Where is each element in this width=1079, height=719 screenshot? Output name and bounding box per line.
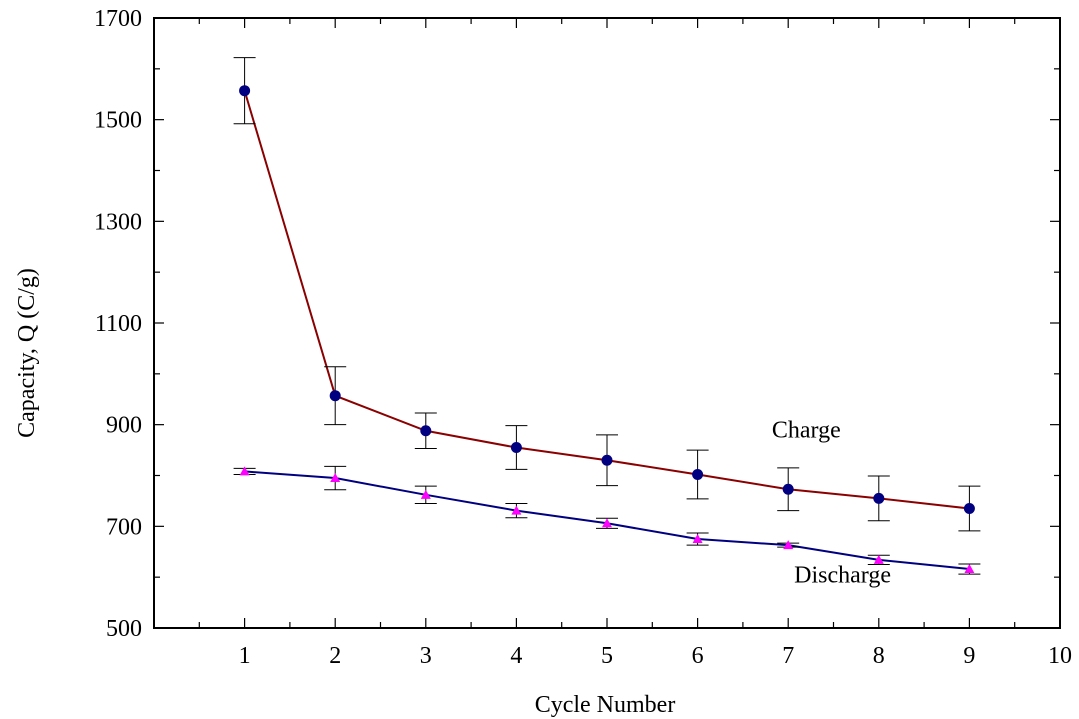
x-tick-label: 8	[873, 643, 885, 669]
x-tick-label: 5	[601, 643, 613, 669]
x-tick-label: 2	[329, 643, 341, 669]
plot-frame	[153, 17, 1061, 629]
data-point	[873, 554, 884, 564]
data-point	[602, 518, 612, 528]
data-point	[420, 489, 431, 499]
series-label-charge: Charge	[772, 417, 841, 443]
x-axis-title: Cycle Number	[535, 692, 676, 718]
x-tick-label: 4	[510, 643, 522, 669]
data-point	[783, 540, 794, 550]
data-point	[420, 425, 432, 437]
data-point	[329, 390, 341, 402]
series-label-discharge: Discharge	[794, 562, 891, 588]
x-tick-label: 3	[420, 643, 432, 669]
y-tick-label: 1500	[94, 108, 142, 134]
x-tick-label: 10	[1048, 643, 1072, 669]
series-charge	[233, 57, 981, 532]
data-point	[964, 564, 975, 574]
data-point	[601, 454, 613, 466]
data-point	[782, 483, 794, 495]
data-point	[511, 505, 522, 515]
y-tick-label: 900	[106, 413, 142, 439]
data-point	[692, 534, 703, 544]
data-point	[239, 466, 250, 476]
y-tick-label: 500	[106, 616, 142, 642]
x-tick-label: 9	[963, 643, 975, 669]
data-point	[963, 503, 975, 515]
y-axis-title: Capacity, Q (C/g)	[14, 268, 40, 438]
y-tick-label: 700	[106, 514, 142, 540]
data-point	[239, 85, 251, 97]
x-tick-label: 7	[782, 643, 794, 669]
y-tick-label: 1700	[94, 6, 142, 32]
data-point	[873, 492, 885, 504]
plot-area: 1 2 3 4 5 6 7 8 9 10 500 700 900 1100 1300 1500 1700 Char…	[94, 6, 1072, 669]
x-tick-label: 1	[239, 643, 251, 669]
data-point	[510, 442, 522, 454]
data-point	[330, 473, 341, 483]
series-discharge	[233, 465, 981, 575]
y-tick-label: 1300	[94, 209, 142, 235]
data-point	[692, 468, 704, 480]
y-tick-label: 1100	[95, 311, 142, 337]
x-tick-label: 6	[692, 643, 704, 669]
